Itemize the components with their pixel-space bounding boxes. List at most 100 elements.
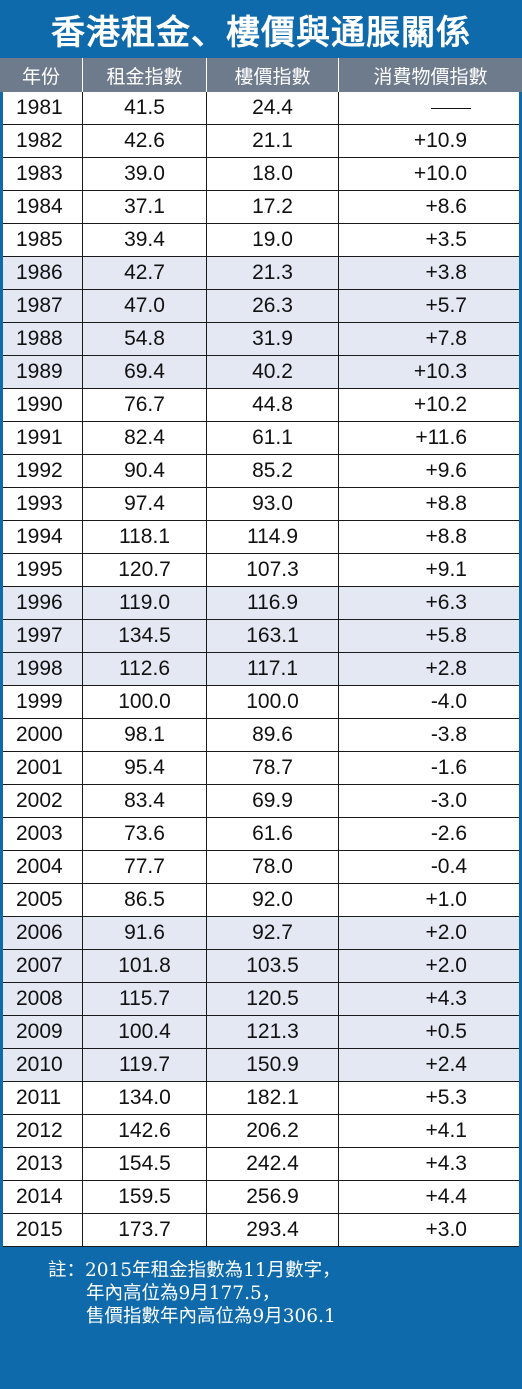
cell-rent-index: 173.7: [83, 1214, 207, 1246]
header-rent-index: 租金指數: [83, 58, 207, 92]
cell-year: 2001: [3, 752, 83, 784]
cell-year: 2010: [3, 1049, 83, 1081]
cell-year: 1995: [3, 554, 83, 586]
cell-cpi: +8.8: [425, 525, 467, 548]
cell-price-index: 61.6: [207, 818, 339, 850]
cell-rent-index: 41.5: [83, 92, 207, 124]
cell-year: 2009: [3, 1016, 83, 1048]
cell-rent-index: 54.8: [83, 323, 207, 355]
cell-year: 2000: [3, 719, 83, 751]
table-row: 2012 142.6 206.2 +4.1: [3, 1115, 519, 1148]
cell-year: 1992: [3, 455, 83, 487]
cell-cpi: +9.6: [425, 459, 467, 482]
cell-rent-index: 134.5: [83, 620, 207, 652]
cell-rent-index: 42.7: [83, 257, 207, 289]
table-row: 2013 154.5 242.4 +4.3: [3, 1148, 519, 1181]
cell-price-index: 107.3: [207, 554, 339, 586]
cell-year: 2006: [3, 917, 83, 949]
cell-cpi: -3.8: [430, 723, 467, 746]
cell-cpi: +0.5: [425, 1020, 467, 1043]
cell-cpi: +10.0: [413, 162, 467, 185]
cell-year: 1983: [3, 158, 83, 190]
cell-price-index: 100.0: [207, 686, 339, 718]
table-row: 1987 47.0 26.3 +5.7: [3, 290, 519, 323]
chart-title: 香港租金、樓價與通脹關係: [51, 12, 471, 53]
table-row: 1995 120.7 107.3 +9.1: [3, 554, 519, 587]
cell-price-index: 93.0: [207, 488, 339, 520]
table-row: 1989 69.4 40.2 +10.3: [3, 356, 519, 389]
cell-rent-index: 98.1: [83, 719, 207, 751]
cell-rent-index: 159.5: [83, 1181, 207, 1213]
table-row: 2002 83.4 69.9 -3.0: [3, 785, 519, 818]
cell-rent-index: 95.4: [83, 752, 207, 784]
table-row: 1983 39.0 18.0 +10.0: [3, 158, 519, 191]
cell-year: 2014: [3, 1181, 83, 1213]
cell-price-index: 31.9: [207, 323, 339, 355]
cell-price-index: 150.9: [207, 1049, 339, 1081]
cell-rent-index: 134.0: [83, 1082, 207, 1114]
cell-cpi: -1.6: [430, 756, 467, 779]
cell-year: 1998: [3, 653, 83, 685]
cell-rent-index: 39.0: [83, 158, 207, 190]
cell-price-index: 78.7: [207, 752, 339, 784]
table-row: 2005 86.5 92.0 +1.0: [3, 884, 519, 917]
table-row: 2009 100.4 121.3 +0.5: [3, 1016, 519, 1049]
cell-rent-index: 86.5: [83, 884, 207, 916]
cell-year: 1997: [3, 620, 83, 652]
cell-cpi: +8.8: [425, 492, 467, 515]
cell-year: 2008: [3, 983, 83, 1015]
cell-year: 2005: [3, 884, 83, 916]
cell-price-index: 21.3: [207, 257, 339, 289]
cell-rent-index: 76.7: [83, 389, 207, 421]
cell-price-index: 21.1: [207, 125, 339, 157]
cell-price-index: 18.0: [207, 158, 339, 190]
table-row: 2001 95.4 78.7 -1.6: [3, 752, 519, 785]
cell-cpi: +4.3: [425, 987, 467, 1010]
cell-rent-index: 154.5: [83, 1148, 207, 1180]
cell-year: 2013: [3, 1148, 83, 1180]
table-row: 1998 112.6 117.1 +2.8: [3, 653, 519, 686]
cell-year: 2007: [3, 950, 83, 982]
cell-cpi: -2.6: [430, 822, 467, 845]
cell-year: 2012: [3, 1115, 83, 1147]
cell-year: 2002: [3, 785, 83, 817]
cell-rent-index: 115.7: [83, 983, 207, 1015]
cell-price-index: 44.8: [207, 389, 339, 421]
cell-price-index: 163.1: [207, 620, 339, 652]
footnote: 註：2015年租金指數為11月數字， 年內高位為9月177.5， 售價指數年內高…: [0, 1247, 522, 1389]
cell-year: 1993: [3, 488, 83, 520]
cell-rent-index: 37.1: [83, 191, 207, 223]
cell-price-index: 182.1: [207, 1082, 339, 1114]
cell-cpi: +11.6: [415, 426, 467, 449]
cell-price-index: 103.5: [207, 950, 339, 982]
cell-rent-index: 142.6: [83, 1115, 207, 1147]
cell-cpi: -0.4: [430, 855, 467, 878]
cell-year: 2003: [3, 818, 83, 850]
cell-cpi: +10.9: [413, 129, 467, 152]
cell-cpi: +2.0: [425, 954, 467, 977]
table-row: 1988 54.8 31.9 +7.8: [3, 323, 519, 356]
cell-year: 1990: [3, 389, 83, 421]
cell-price-index: 206.2: [207, 1115, 339, 1147]
cell-cpi: +1.0: [425, 888, 467, 911]
cell-year: 1989: [3, 356, 83, 388]
table-row: 1999 100.0 100.0 -4.0: [3, 686, 519, 719]
footnote-line-3: 售價指數年內高位為9月306.1: [86, 1306, 336, 1327]
cell-rent-index: 91.6: [83, 917, 207, 949]
cell-rent-index: 100.4: [83, 1016, 207, 1048]
table-row: 1994 118.1 114.9 +8.8: [3, 521, 519, 554]
cell-year: 1986: [3, 257, 83, 289]
cell-price-index: 92.0: [207, 884, 339, 916]
cell-cpi: +3.8: [425, 261, 467, 284]
table-row: 2000 98.1 89.6 -3.8: [3, 719, 519, 752]
cell-cpi: +4.4: [425, 1185, 467, 1208]
cell-year: 1985: [3, 224, 83, 256]
cell-price-index: 26.3: [207, 290, 339, 322]
cell-rent-index: 90.4: [83, 455, 207, 487]
cell-year: 1982: [3, 125, 83, 157]
cell-cpi: +5.3: [425, 1086, 467, 1109]
table-row: 1985 39.4 19.0 +3.5: [3, 224, 519, 257]
table-row: 2008 115.7 120.5 +4.3: [3, 983, 519, 1016]
cell-rent-index: 120.7: [83, 554, 207, 586]
cell-year: 1999: [3, 686, 83, 718]
